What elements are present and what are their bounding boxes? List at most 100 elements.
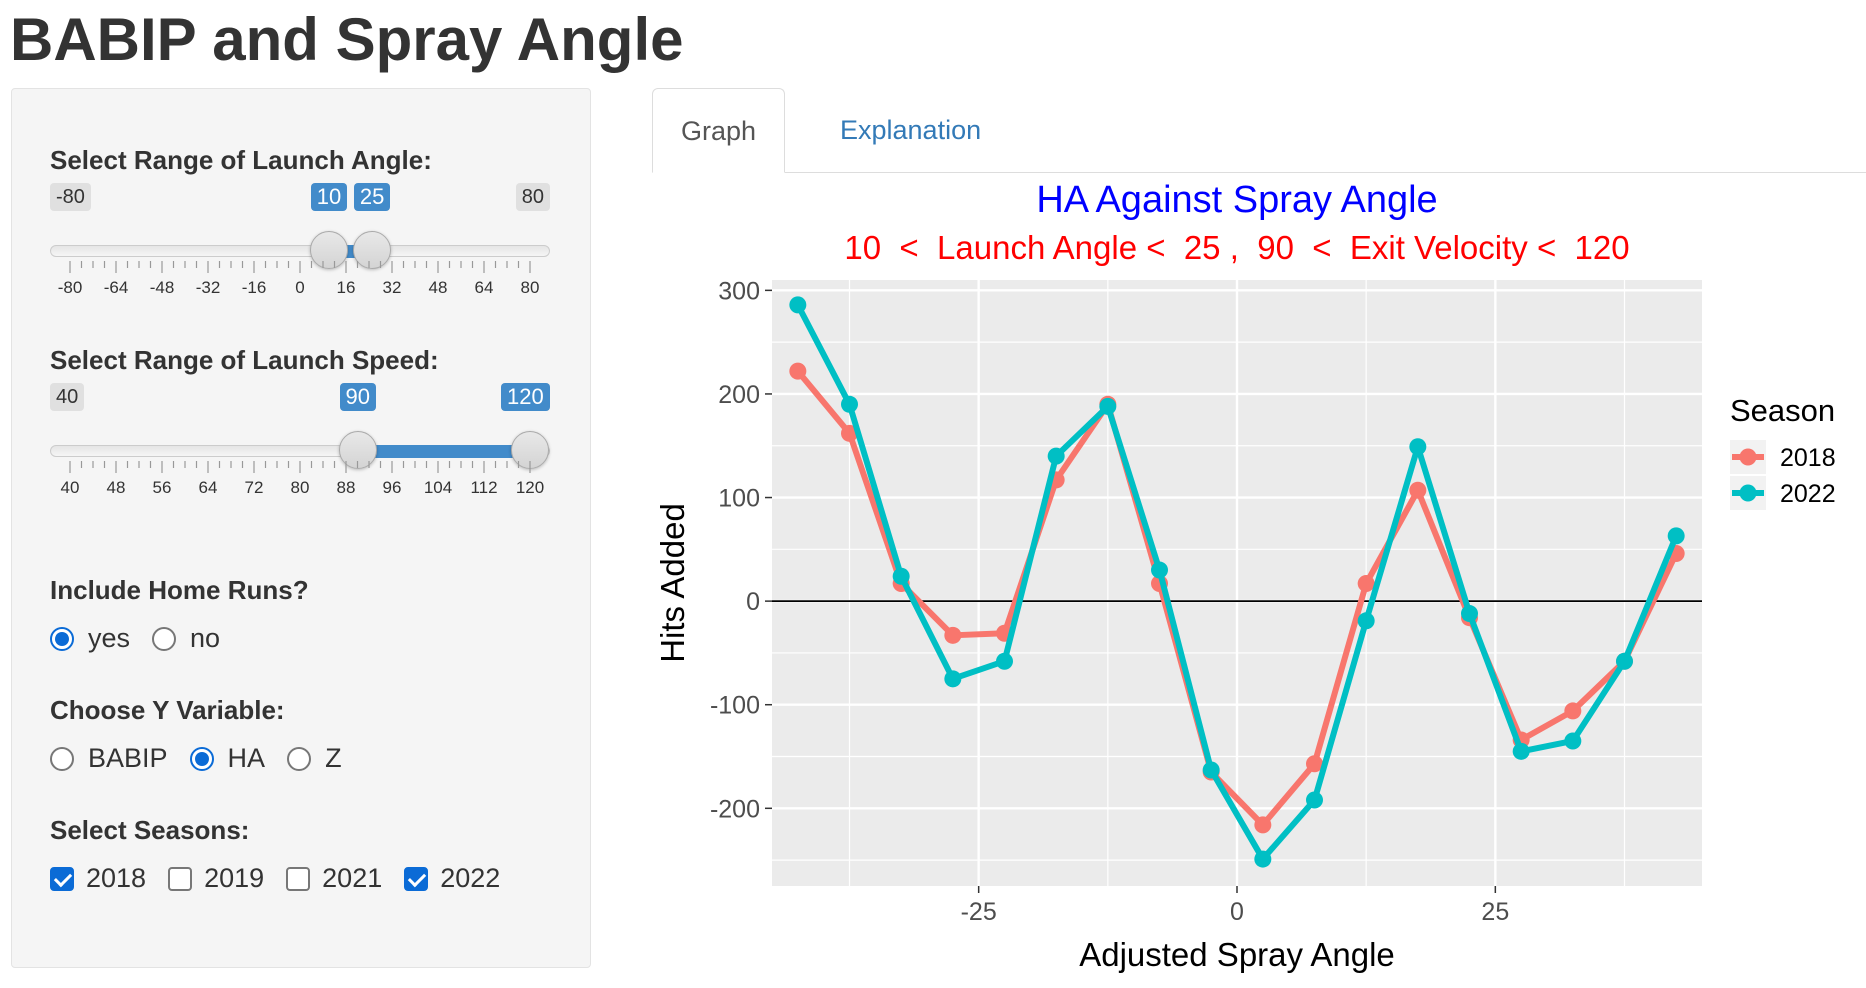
data-point-2022 bbox=[1047, 447, 1065, 465]
slider-selected-range bbox=[357, 445, 530, 458]
chart-gridlines bbox=[772, 280, 1702, 886]
x-tick-label: 0 bbox=[1230, 898, 1244, 926]
checkbox[interactable] bbox=[50, 866, 74, 891]
tab-graph[interactable]: Graph bbox=[652, 88, 786, 173]
data-point-2022 bbox=[789, 296, 807, 314]
y-variable-option-z[interactable]: Z bbox=[287, 743, 342, 774]
checkbox[interactable] bbox=[168, 866, 193, 891]
slider-tick-label: 48 bbox=[428, 278, 448, 297]
radio-button[interactable] bbox=[287, 746, 312, 771]
chart-legend: Season 2018 2022 bbox=[1730, 393, 1836, 510]
slider-tick-label: 112 bbox=[470, 478, 498, 497]
launch-angle-slider[interactable]: -80 80 10 25 -80 -64 -48 -32 -16 0 16 32 48 64 80 bbox=[50, 183, 550, 303]
x-tick-label: 25 bbox=[1481, 898, 1509, 926]
y-tick-label: 200 bbox=[718, 381, 760, 409]
page-title: BABIP and Spray Angle bbox=[10, 6, 684, 73]
radio-button[interactable] bbox=[152, 626, 177, 651]
y-axis-label: Hits Added bbox=[654, 503, 691, 663]
season-checkbox-2019[interactable]: 2019 bbox=[168, 863, 264, 894]
option-label: no bbox=[190, 623, 221, 653]
y-variable-option-ha[interactable]: HA bbox=[189, 743, 266, 774]
slider-tick-label: 80 bbox=[290, 478, 310, 497]
data-point-2022 bbox=[1564, 732, 1582, 750]
y-variable-label: Choose Y Variable: bbox=[50, 695, 285, 725]
data-point-2018 bbox=[1254, 816, 1272, 834]
radio-button[interactable] bbox=[50, 746, 74, 771]
slider-tick-label: 80 bbox=[520, 278, 540, 297]
slider-tick-label: 16 bbox=[336, 278, 356, 297]
checkbox[interactable] bbox=[286, 866, 311, 891]
slider-min-label: 40 bbox=[50, 383, 85, 411]
tab-explanation[interactable]: Explanation bbox=[840, 115, 982, 145]
season-checkbox-2018[interactable]: 2018 bbox=[50, 863, 146, 894]
data-point-2022 bbox=[1151, 561, 1168, 579]
slider-tick-label: 72 bbox=[244, 478, 264, 497]
data-point-2022 bbox=[1202, 761, 1220, 779]
data-point-2018 bbox=[1409, 481, 1427, 499]
slider-tick-label: -32 bbox=[195, 278, 221, 297]
slider-tick-labels: -80 -64 -48 -32 -16 0 16 32 48 64 80 bbox=[50, 278, 550, 302]
slider-tick-label: 56 bbox=[152, 478, 172, 497]
slider-high-value: 25 bbox=[353, 183, 391, 211]
radio-button[interactable] bbox=[50, 626, 74, 651]
slider-low-value: 10 bbox=[310, 183, 348, 211]
data-point-2022 bbox=[841, 395, 858, 413]
y-tick-label: -200 bbox=[710, 795, 760, 823]
season-checkbox-2022[interactable]: 2022 bbox=[404, 863, 500, 894]
slider-tick-label: 32 bbox=[382, 278, 402, 297]
option-label: Z bbox=[325, 743, 342, 773]
chart-axes: -25 0 25 -200 -100 0 100 200 300 bbox=[710, 277, 1509, 926]
y-tick-label: 100 bbox=[718, 485, 760, 513]
slider-track[interactable] bbox=[50, 245, 550, 257]
option-label: 2018 bbox=[86, 863, 147, 893]
slider-tick-label: 48 bbox=[106, 478, 126, 497]
slider-tick-label: 96 bbox=[382, 478, 402, 497]
slider-tick-labels: 40 48 56 64 72 80 88 96 104 112 120 bbox=[50, 478, 550, 502]
data-point-2022 bbox=[1616, 652, 1633, 670]
slider-low-value: 90 bbox=[339, 383, 376, 411]
chart-subtitle: 10 < Launch Angle < 25 , 90 < Exit Veloc… bbox=[844, 229, 1629, 266]
slider-tick-label: 64 bbox=[198, 478, 218, 497]
data-point-2022 bbox=[1306, 791, 1323, 809]
season-checkbox-2021[interactable]: 2021 bbox=[286, 863, 382, 894]
data-point-2018 bbox=[841, 424, 858, 442]
data-point-2018 bbox=[944, 626, 962, 644]
slider-high-value: 120 bbox=[501, 383, 550, 411]
slider-tick-label: 0 bbox=[295, 278, 305, 297]
slider-high-handle[interactable] bbox=[352, 231, 391, 269]
home-runs-radio-group: yes no bbox=[50, 623, 242, 654]
y-tick-label: 300 bbox=[718, 277, 760, 305]
data-point-2022 bbox=[1099, 397, 1117, 415]
data-point-2018 bbox=[789, 362, 807, 380]
home-runs-option-no[interactable]: no bbox=[152, 623, 220, 654]
checkbox[interactable] bbox=[404, 866, 429, 891]
option-label: 2022 bbox=[440, 863, 501, 893]
option-label: HA bbox=[227, 743, 266, 773]
slider-tick-label: -64 bbox=[103, 278, 129, 297]
slider-tick-label: -16 bbox=[241, 278, 267, 297]
home-runs-option-yes[interactable]: yes bbox=[50, 623, 130, 654]
launch-angle-label: Select Range of Launch Angle: bbox=[50, 145, 432, 175]
y-tick-label: -100 bbox=[710, 692, 760, 720]
slider-max-label: 80 bbox=[515, 183, 550, 211]
y-variable-radio-group: BABIP HA Z bbox=[50, 743, 364, 774]
y-tick-label: 0 bbox=[746, 588, 760, 616]
slider-ticks bbox=[69, 261, 531, 273]
data-point-2022 bbox=[1357, 612, 1375, 630]
legend-key-point bbox=[1739, 448, 1757, 466]
slider-low-handle[interactable] bbox=[309, 231, 348, 269]
ha-spray-angle-chart: HA Against Spray Angle 10 < Launch Angle… bbox=[654, 179, 1836, 973]
radio-button[interactable] bbox=[189, 746, 214, 771]
y-variable-option-babip[interactable]: BABIP bbox=[50, 743, 168, 774]
slider-tick-label: -48 bbox=[149, 278, 175, 297]
data-point-2022 bbox=[892, 567, 910, 585]
seasons-checkbox-group: 2018 2019 2021 2022 bbox=[50, 863, 522, 894]
launch-speed-slider[interactable]: 40 120 90 120 40 48 56 64 72 80 88 96 104 112 120 bbox=[50, 383, 550, 503]
data-point-2022 bbox=[944, 670, 962, 688]
data-point-2022 bbox=[1461, 605, 1478, 623]
data-point-2022 bbox=[1667, 527, 1685, 545]
sidebar-panel: Select Range of Launch Angle: -80 80 10 … bbox=[11, 88, 591, 968]
data-point-2022 bbox=[1512, 742, 1530, 760]
launch-speed-label: Select Range of Launch Speed: bbox=[50, 345, 439, 375]
data-point-2022 bbox=[1254, 850, 1272, 868]
